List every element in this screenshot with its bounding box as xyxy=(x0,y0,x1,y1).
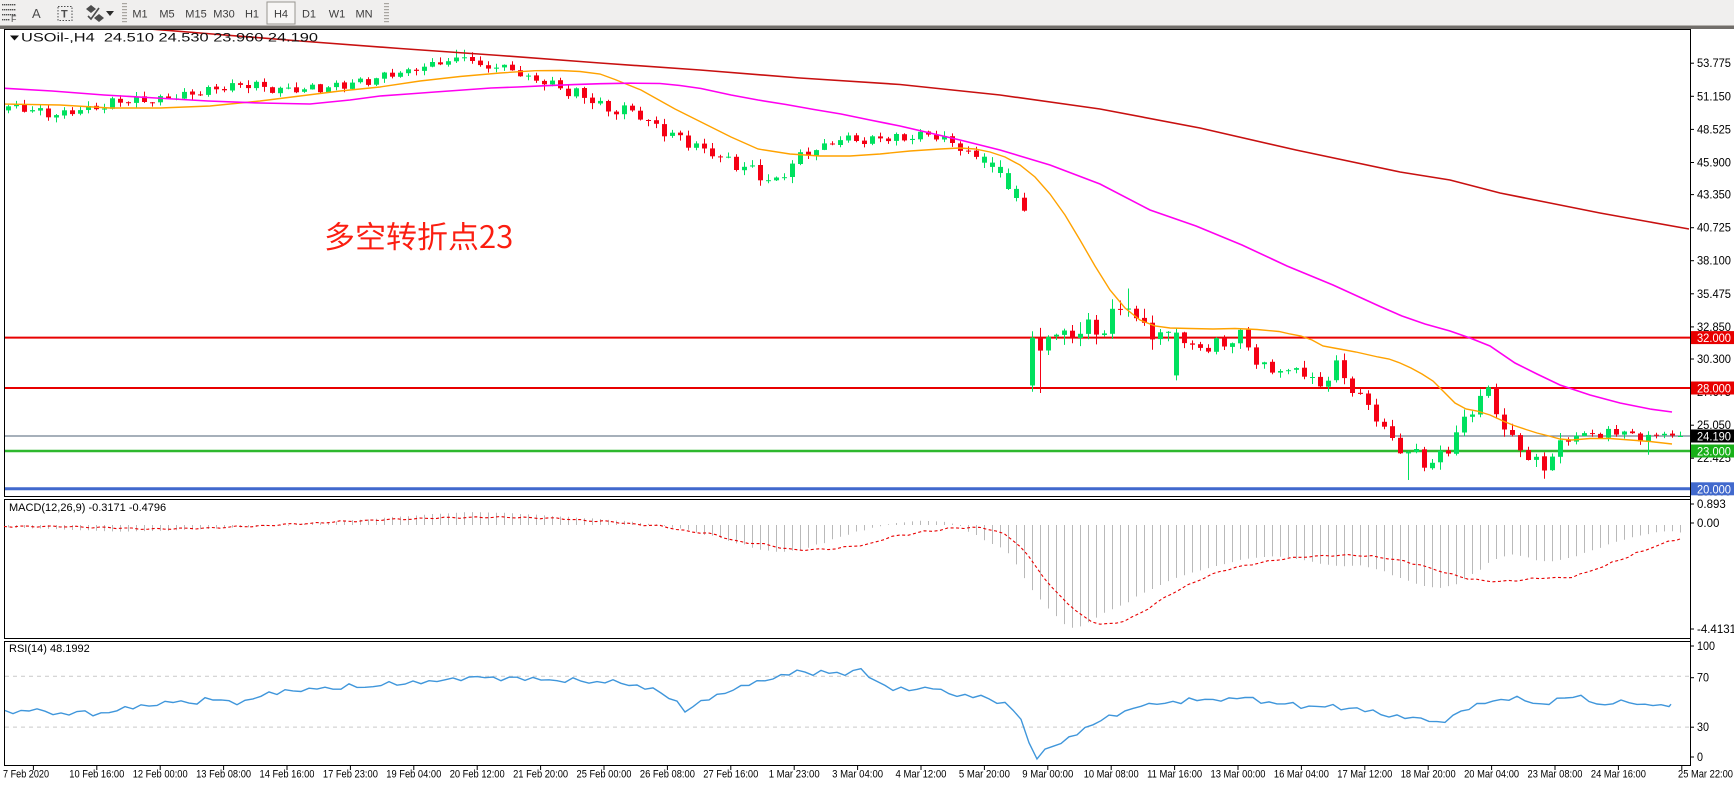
svg-text:RSI(14) 48.1992: RSI(14) 48.1992 xyxy=(9,643,90,655)
svg-text:20.000: 20.000 xyxy=(1697,484,1731,496)
svg-text:17 Feb 23:00: 17 Feb 23:00 xyxy=(323,769,378,781)
svg-text:23 Mar 08:00: 23 Mar 08:00 xyxy=(1528,769,1583,781)
svg-text:70: 70 xyxy=(1697,673,1709,685)
svg-text:D1: D1 xyxy=(302,9,316,21)
svg-text:0: 0 xyxy=(1697,752,1703,764)
svg-text:10 Feb 16:00: 10 Feb 16:00 xyxy=(69,769,124,781)
svg-text:F: F xyxy=(11,14,17,24)
svg-text:1 Mar 23:00: 1 Mar 23:00 xyxy=(769,769,820,781)
svg-text:45.900: 45.900 xyxy=(1697,158,1731,170)
svg-text:9 Mar 00:00: 9 Mar 00:00 xyxy=(1022,769,1073,781)
svg-text:A: A xyxy=(32,6,41,21)
svg-text:M15: M15 xyxy=(185,9,206,21)
svg-text:MACD(12,26,9) -0.3171 -0.4796: MACD(12,26,9) -0.3171 -0.4796 xyxy=(9,502,166,514)
svg-text:14 Feb 16:00: 14 Feb 16:00 xyxy=(260,769,315,781)
svg-text:4 Mar 12:00: 4 Mar 12:00 xyxy=(896,769,947,781)
svg-text:19 Feb 04:00: 19 Feb 04:00 xyxy=(386,769,441,781)
svg-text:10 Mar 08:00: 10 Mar 08:00 xyxy=(1084,769,1139,781)
svg-text:27 Feb 16:00: 27 Feb 16:00 xyxy=(703,769,758,781)
svg-text:25.050: 25.050 xyxy=(1697,420,1731,432)
svg-text:H1: H1 xyxy=(245,9,259,21)
svg-text:MN: MN xyxy=(355,9,372,21)
svg-text:16 Mar 04:00: 16 Mar 04:00 xyxy=(1274,769,1329,781)
svg-text:43.350: 43.350 xyxy=(1697,190,1731,202)
svg-text:H4: H4 xyxy=(274,9,288,21)
svg-text:18 Mar 20:00: 18 Mar 20:00 xyxy=(1401,769,1456,781)
svg-text:35.475: 35.475 xyxy=(1697,289,1731,301)
svg-text:7 Feb 2020: 7 Feb 2020 xyxy=(3,769,49,781)
svg-text:3 Mar 04:00: 3 Mar 04:00 xyxy=(832,769,883,781)
svg-text:13 Feb 08:00: 13 Feb 08:00 xyxy=(196,769,251,781)
svg-text:51.150: 51.150 xyxy=(1697,91,1731,103)
svg-text:17 Mar 12:00: 17 Mar 12:00 xyxy=(1337,769,1392,781)
svg-text:38.100: 38.100 xyxy=(1697,256,1731,268)
svg-text:24.190: 24.190 xyxy=(1697,432,1731,444)
svg-text:20 Mar 04:00: 20 Mar 04:00 xyxy=(1464,769,1519,781)
svg-text:24 Mar 16:00: 24 Mar 16:00 xyxy=(1591,769,1646,781)
svg-text:5 Mar 20:00: 5 Mar 20:00 xyxy=(959,769,1010,781)
svg-text:100: 100 xyxy=(1697,641,1715,653)
svg-text:M5: M5 xyxy=(159,9,174,21)
svg-text:11 Mar 16:00: 11 Mar 16:00 xyxy=(1147,769,1202,781)
svg-text:-4.4131: -4.4131 xyxy=(1697,624,1734,636)
svg-text:23.000: 23.000 xyxy=(1697,447,1731,459)
svg-text:25 Mar 22:00: 25 Mar 22:00 xyxy=(1678,769,1733,781)
svg-text:20 Feb 12:00: 20 Feb 12:00 xyxy=(450,769,505,781)
svg-text:40.725: 40.725 xyxy=(1697,223,1731,235)
svg-text:21 Feb 20:00: 21 Feb 20:00 xyxy=(513,769,568,781)
svg-text:12 Feb 00:00: 12 Feb 00:00 xyxy=(133,769,188,781)
svg-text:30.300: 30.300 xyxy=(1697,354,1731,366)
svg-text:25 Feb 00:00: 25 Feb 00:00 xyxy=(577,769,632,781)
svg-text:53.775: 53.775 xyxy=(1697,58,1731,70)
svg-text:26 Feb 08:00: 26 Feb 08:00 xyxy=(640,769,695,781)
svg-text:32.000: 32.000 xyxy=(1697,333,1731,345)
svg-text:M30: M30 xyxy=(213,9,234,21)
svg-text:13 Mar 00:00: 13 Mar 00:00 xyxy=(1211,769,1266,781)
svg-text:28.000: 28.000 xyxy=(1697,384,1731,396)
svg-text:T: T xyxy=(61,9,68,21)
svg-text:USOil-,H4 24.510 24.530 23.96: USOil-,H4 24.510 24.530 23.960 24.190 xyxy=(21,33,318,45)
svg-text:0.00: 0.00 xyxy=(1697,518,1719,530)
svg-text:W1: W1 xyxy=(329,9,346,21)
svg-text:M1: M1 xyxy=(132,9,147,21)
svg-text:0.893: 0.893 xyxy=(1697,499,1726,511)
svg-text:48.525: 48.525 xyxy=(1697,124,1731,136)
svg-text:32.850: 32.850 xyxy=(1697,322,1731,334)
svg-text:30: 30 xyxy=(1697,722,1709,734)
